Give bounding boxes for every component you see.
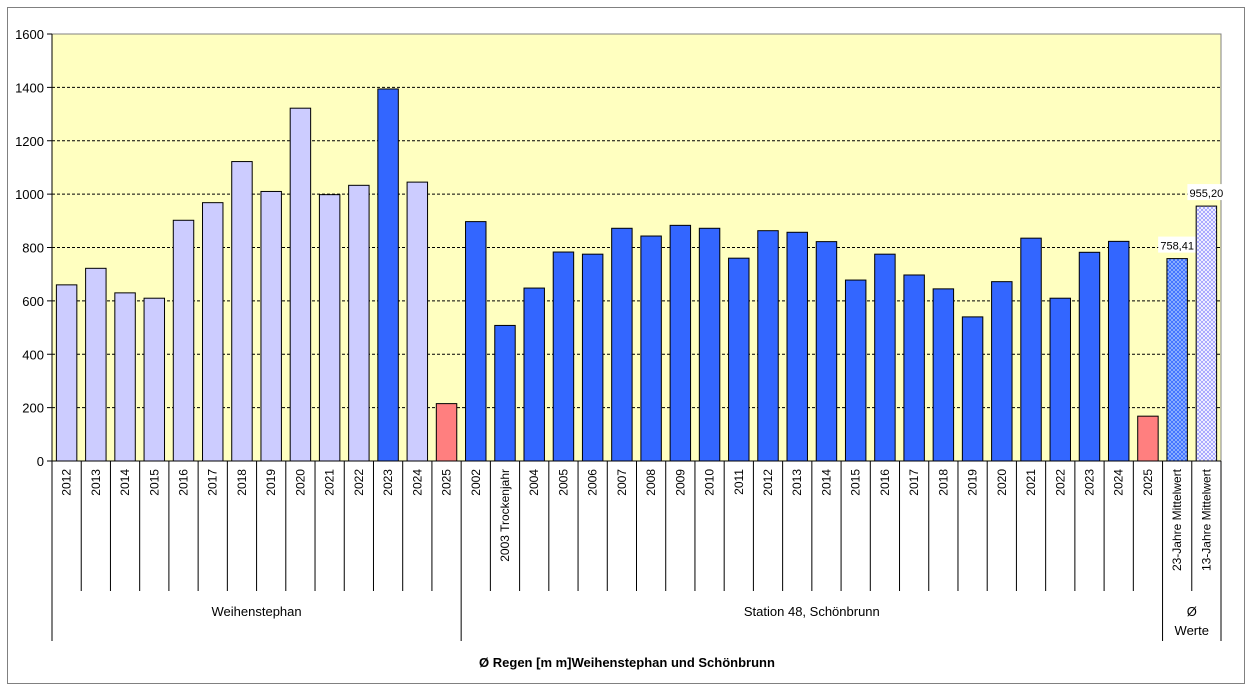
bar	[874, 253, 896, 462]
bar	[202, 202, 224, 462]
x-tick-label: 2019	[966, 469, 980, 496]
y-tick-label: 600	[22, 294, 44, 309]
bar	[698, 227, 721, 462]
bar	[815, 241, 838, 462]
x-tick-label: 2014	[819, 469, 833, 496]
x-tick-label: 2013	[790, 469, 804, 496]
bar	[757, 230, 779, 462]
x-tick-label: 2013	[89, 469, 103, 496]
x-tick-label: 2015	[849, 469, 863, 496]
data-label: 955,20	[1190, 188, 1224, 200]
data-label: 758,41	[1160, 241, 1194, 253]
x-tick-label: 2011	[732, 469, 746, 495]
x-tick-label: 2007	[615, 469, 629, 496]
x-tick-label: 2023	[1082, 469, 1096, 496]
x-tick-label: 2022	[1053, 469, 1067, 496]
bar	[289, 107, 312, 462]
x-tick-label: 2014	[118, 469, 132, 496]
data-label-bg	[1187, 184, 1226, 201]
bar	[669, 224, 692, 462]
bar	[377, 88, 399, 462]
bar	[1049, 297, 1071, 462]
bar	[260, 190, 282, 462]
x-tick-label: 2023	[381, 469, 395, 496]
bar	[1078, 251, 1101, 462]
y-tick-label: 200	[22, 401, 44, 416]
bar	[581, 253, 604, 462]
bar	[903, 274, 925, 462]
bar	[494, 324, 516, 462]
bar	[1166, 258, 1188, 462]
bar	[406, 181, 429, 462]
bar	[1137, 415, 1159, 462]
x-tick-label: 2012	[761, 469, 775, 496]
x-tick-label: 2003 Trockenjahr	[498, 469, 512, 562]
bar	[114, 292, 136, 462]
y-tick-label: 0	[37, 454, 44, 469]
group-label: Station 48, Schönbrunn	[744, 604, 880, 619]
x-tick-label: 2005	[556, 469, 570, 496]
x-tick-label: 2010	[703, 469, 717, 496]
x-tick-label: 2020	[293, 469, 307, 496]
bar	[465, 221, 487, 462]
bar	[786, 231, 808, 462]
x-tick-label: 2017	[907, 469, 921, 496]
bar	[172, 219, 195, 462]
x-tick-label: 2004	[527, 469, 541, 496]
bar	[728, 257, 750, 462]
bar	[523, 287, 545, 462]
x-tick-label: 2016	[878, 469, 892, 496]
y-tick-label: 1600	[15, 27, 44, 42]
x-tick-label: 2006	[586, 469, 600, 496]
bar	[55, 284, 78, 462]
x-tick-label: 2009	[673, 469, 687, 496]
x-tick-label: 2024	[410, 469, 424, 496]
x-tick-label: 2012	[60, 469, 74, 496]
bar	[640, 235, 662, 462]
y-tick-label: 1400	[15, 80, 44, 95]
y-tick-label: 1000	[15, 187, 44, 202]
x-tick-label: 2021	[1024, 469, 1038, 496]
x-tick-label: 2017	[206, 469, 220, 496]
group-label: Weihenstephan	[212, 604, 302, 619]
bar	[991, 281, 1013, 462]
bar	[611, 227, 633, 462]
bar	[318, 194, 341, 462]
x-tick-label: 2015	[147, 469, 161, 496]
bar	[435, 403, 458, 462]
bar	[1195, 205, 1218, 462]
bar	[348, 184, 370, 462]
y-tick-label: 400	[22, 347, 44, 362]
x-tick-label: 2022	[352, 469, 366, 496]
bar	[1020, 237, 1042, 462]
x-tick-label: 2025	[1141, 469, 1155, 496]
chart-title: Ø Regen [m m]Weihenstephan und Schönbrun…	[479, 655, 775, 670]
x-tick-label: 2025	[440, 469, 454, 496]
bar	[932, 288, 955, 462]
bar	[961, 316, 984, 462]
data-label-bg	[1158, 236, 1197, 253]
x-tick-label: 2016	[177, 469, 191, 496]
x-tick-label: 2021	[323, 469, 337, 496]
bar	[1107, 240, 1130, 462]
group-label: Ø	[1187, 604, 1197, 619]
group-label: Werte	[1175, 623, 1209, 638]
bar	[844, 279, 867, 462]
x-tick-label: 2024	[1112, 469, 1126, 496]
bar	[143, 297, 166, 462]
x-tick-label: 2018	[235, 469, 249, 496]
x-tick-label: 23-Jahre Mittelwert	[1170, 468, 1184, 571]
x-tick-label: 2008	[644, 469, 658, 496]
x-tick-label: 2018	[936, 469, 950, 496]
x-tick-label: 2020	[995, 469, 1009, 496]
x-tick-label: 13-Jahre Mittelwert	[1199, 468, 1213, 571]
x-tick-label: 2002	[469, 469, 483, 496]
bar	[85, 267, 107, 462]
y-tick-label: 800	[22, 241, 44, 256]
x-tick-label: 2019	[264, 469, 278, 496]
bar	[231, 161, 253, 462]
bar	[552, 251, 575, 462]
y-tick-label: 1200	[15, 134, 44, 149]
